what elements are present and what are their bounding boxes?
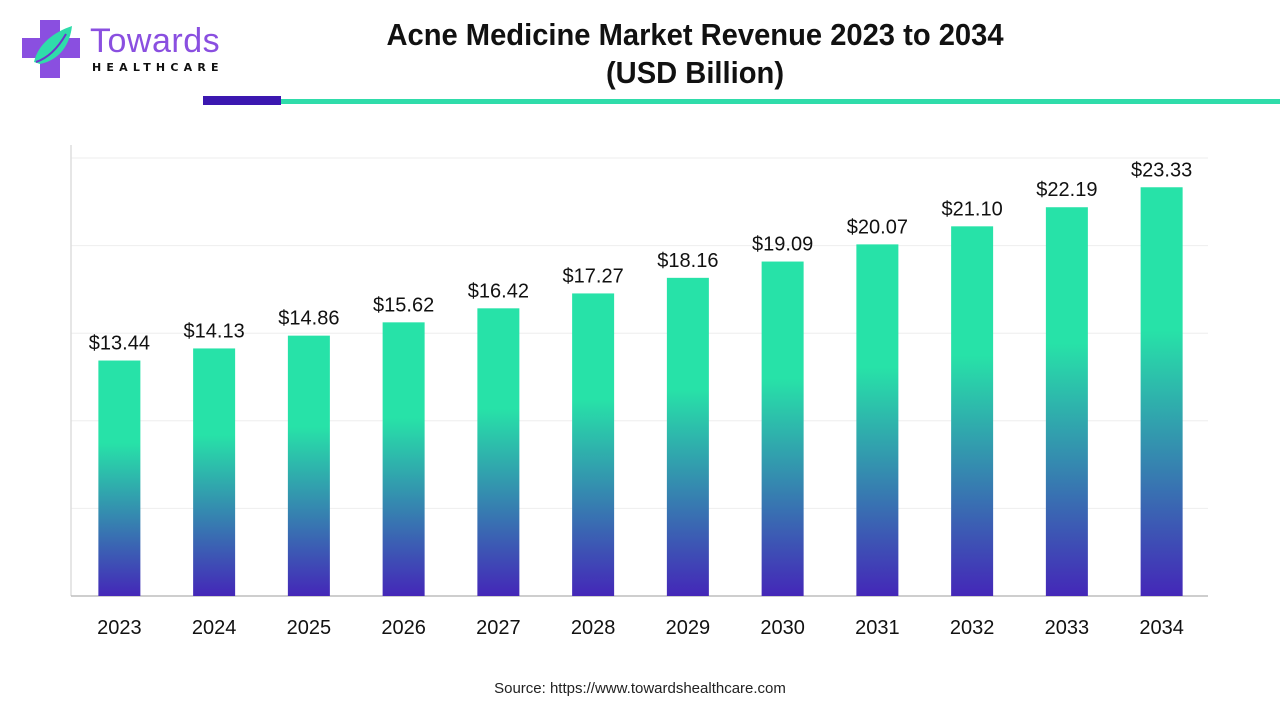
bar-2032 bbox=[951, 226, 994, 596]
bar-2025 bbox=[287, 335, 330, 596]
data-label-2026: $15.62 bbox=[373, 294, 434, 316]
title-underline-rule bbox=[281, 99, 1280, 104]
data-label-2030: $19.09 bbox=[752, 234, 813, 256]
bars bbox=[98, 187, 1183, 596]
x-tick-2034: 2034 bbox=[1139, 617, 1184, 639]
bar-2031 bbox=[856, 244, 899, 596]
data-label-2032: $21.10 bbox=[942, 198, 1003, 220]
x-tick-2025: 2025 bbox=[287, 617, 332, 639]
data-label-2031: $20.07 bbox=[847, 216, 908, 238]
bar-2033 bbox=[1045, 207, 1088, 596]
data-label-2034: $23.33 bbox=[1131, 159, 1192, 181]
x-tick-2026: 2026 bbox=[381, 617, 426, 639]
x-tick-2023: 2023 bbox=[97, 617, 142, 639]
bar-2034 bbox=[1140, 187, 1183, 596]
data-labels: $13.44 $14.13 $14.86 $15.62 $16.42 $17.27 $18.… bbox=[89, 159, 1192, 354]
x-tick-2033: 2033 bbox=[1045, 617, 1090, 639]
bar-2023 bbox=[98, 360, 141, 596]
data-label-2033: $22.19 bbox=[1036, 179, 1097, 201]
data-label-2028: $17.27 bbox=[563, 265, 624, 287]
brand-name: Towards bbox=[90, 22, 221, 60]
brand-logo: Towards HEALTHCARE bbox=[20, 18, 240, 80]
bar-2027 bbox=[477, 308, 520, 596]
brand-tagline: HEALTHCARE bbox=[92, 61, 224, 74]
x-tick-2024: 2024 bbox=[192, 617, 237, 639]
title-line-2: (USD Billion) bbox=[605, 55, 785, 90]
x-tick-2028: 2028 bbox=[571, 617, 616, 639]
x-tick-2030: 2030 bbox=[760, 617, 805, 639]
data-label-2023: $13.44 bbox=[89, 333, 150, 355]
data-label-2025: $14.86 bbox=[278, 308, 339, 330]
bar-2024 bbox=[193, 348, 236, 596]
medical-cross-leaf-icon bbox=[22, 20, 80, 78]
x-tick-2029: 2029 bbox=[666, 617, 711, 639]
source-note: Source: https://www.towardshealthcare.co… bbox=[494, 680, 786, 697]
data-label-2024: $14.13 bbox=[184, 320, 245, 342]
x-tick-labels: 2023 2024 2025 2026 2027 2028 2029 2030 2031 2032… bbox=[97, 617, 1184, 639]
x-tick-2031: 2031 bbox=[855, 617, 900, 639]
title-line-1: Acne Medicine Market Revenue 2023 to 203… bbox=[386, 17, 1004, 52]
data-label-2027: $16.42 bbox=[468, 280, 529, 302]
bar-2026 bbox=[382, 322, 425, 596]
bar-2029 bbox=[666, 277, 709, 596]
title-underline-accent bbox=[203, 96, 281, 105]
data-label-2029: $18.16 bbox=[657, 250, 718, 272]
bar-2030 bbox=[761, 261, 804, 596]
x-tick-2032: 2032 bbox=[950, 617, 995, 639]
bar-2028 bbox=[572, 293, 615, 596]
gridlines bbox=[71, 157, 1208, 509]
x-tick-2027: 2027 bbox=[476, 617, 521, 639]
chart-title: Acne Medicine Market Revenue 2023 to 203… bbox=[352, 16, 1038, 92]
